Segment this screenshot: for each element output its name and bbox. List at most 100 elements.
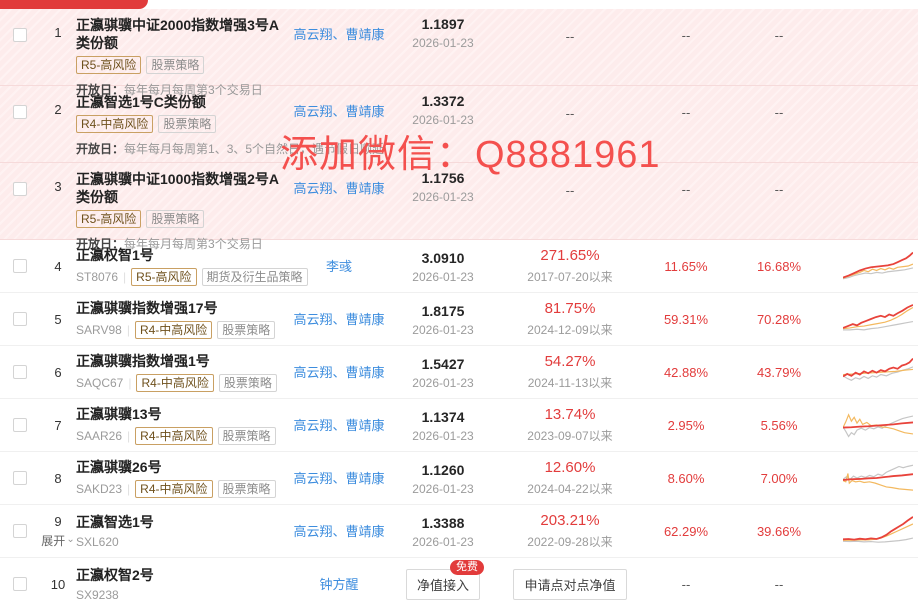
row-checkbox[interactable]: [13, 577, 27, 591]
fund-name-link[interactable]: 正瀛智选1号C类份额: [76, 94, 206, 110]
performance-sparkline: [843, 515, 913, 547]
checkbox-cell: [0, 505, 40, 557]
manager-link[interactable]: 高云翔、曹靖康: [293, 417, 385, 433]
fund-code: SAAR26: [76, 429, 123, 443]
total-return-value: 12.60%: [544, 459, 596, 476]
fund-cell: 正瀛智选1号 SXL620 |: [76, 505, 291, 557]
return-b-cell: --: [731, 163, 827, 239]
checkbox-cell: [0, 86, 40, 162]
free-badge: 免费: [450, 559, 484, 575]
fund-name-link[interactable]: 正瀛权智2号: [76, 567, 154, 583]
return-a-cell: 2.95%: [641, 399, 731, 451]
manager-link[interactable]: 高云翔、曹靖康: [293, 104, 385, 119]
return-a-value: 2.95%: [667, 417, 705, 433]
return-a-value: 11.65%: [664, 258, 708, 274]
row-index: 3: [54, 179, 62, 194]
total-return-cell: 54.27% 2024-11-13以来: [499, 346, 641, 398]
tag-line: SAAR26 | R4-中高风险 股票策略: [76, 427, 276, 445]
return-b-cell: --: [731, 558, 827, 602]
index-cell: 7 ⌄: [40, 399, 76, 451]
total-return-value: 13.74%: [544, 406, 596, 423]
manager-cell: 李彧: [291, 240, 387, 292]
row-checkbox[interactable]: [13, 418, 27, 432]
nav-date: 2026-01-23: [412, 269, 474, 284]
nav-date: 2026-01-23: [412, 428, 474, 443]
risk-tag: R4-中高风险: [135, 427, 213, 445]
fund-name-link[interactable]: 正瀛骐骥指数增强17号: [76, 300, 218, 316]
manager-cell: 高云翔、曹靖康: [291, 399, 387, 451]
manager-link[interactable]: 高云翔、曹靖康: [293, 470, 385, 486]
total-return-value: 271.65%: [540, 247, 600, 264]
manager-link[interactable]: 高云翔、曹靖康: [293, 311, 385, 327]
nav-cell: 1.1374 2026-01-23: [387, 399, 499, 451]
strategy-tag: 股票策略: [217, 321, 276, 339]
risk-tag: R5-高风险: [76, 210, 142, 228]
nav-value: 1.1374: [421, 408, 465, 425]
checkbox-cell: [0, 293, 40, 345]
fund-name-link[interactable]: 正瀛骐骥中证1000指数增强2号A类份额: [76, 171, 280, 205]
total-return-cell: 271.65% 2017-07-20以来: [499, 240, 641, 292]
manager-link[interactable]: 高云翔、曹靖康: [293, 364, 385, 380]
table-row: 4 ⌄ 正瀛权智1号 ST8076 | R5-高风险 期货及衍生品策略 李彧 3…: [0, 240, 918, 293]
total-return-since: 2024-11-13以来: [527, 376, 613, 390]
total-return-cell: --: [499, 9, 641, 85]
manager-link[interactable]: 高云翔、曹靖康: [293, 27, 385, 42]
total-return-since: 2017-07-20以来: [527, 270, 613, 284]
table-row: 8 ⌄ 正瀛骐骥26号 SAKD23 | R4-中高风险 股票策略 高云翔、曹靖…: [0, 452, 918, 505]
sparkline-cell: [827, 163, 918, 239]
manager-link[interactable]: 钟方醒: [319, 576, 359, 592]
nav-date: 2026-01-23: [412, 36, 474, 50]
row-checkbox[interactable]: [13, 365, 27, 379]
index-cell: 10 ⌄: [40, 558, 76, 602]
return-a-cell: 62.29%: [641, 505, 731, 557]
checkbox-cell: [0, 9, 40, 85]
fund-name-link[interactable]: 正瀛骐骥中证2000指数增强3号A类份额: [76, 17, 280, 51]
manager-cell: 高云翔、曹靖康: [291, 163, 387, 239]
table-row: 5 ⌄ 正瀛骐骥指数增强17号 SARV98 | R4-中高风险 股票策略 高云…: [0, 293, 918, 346]
fund-table-body: 1 ⌄ 正瀛骐骥中证2000指数增强3号A类份额 | R5-高风险 股票策略 开…: [0, 9, 918, 602]
fund-cell: 正瀛骐骥13号 SAAR26 | R4-中高风险 股票策略: [76, 399, 291, 451]
sparkline-cell: [827, 9, 918, 85]
open-day-label: 开放日：: [76, 142, 125, 156]
strategy-tag: 股票策略: [217, 427, 276, 445]
nav-access-wrap: 免费 净值接入: [405, 559, 484, 600]
open-day-line: 开放日：每年每月每周第3个交易日: [76, 81, 263, 98]
nav-date: 2026-01-23: [412, 113, 474, 127]
return-a-value: --: [681, 105, 691, 120]
row-checkbox[interactable]: [13, 28, 27, 42]
return-b-cell: 7.00%: [731, 452, 827, 504]
manager-link[interactable]: 高云翔、曹靖康: [293, 523, 385, 539]
open-day-value: 每年每月每周第1、3、5个自然日，遇节假日顺延: [124, 142, 385, 156]
fund-name-link[interactable]: 正瀛骐骥指数增强1号: [76, 353, 210, 369]
row-checkbox[interactable]: [13, 182, 27, 196]
row-checkbox[interactable]: [13, 259, 27, 273]
fund-name-link[interactable]: 正瀛权智1号: [76, 247, 154, 263]
p2p-nav-request-button[interactable]: 申请点对点净值: [513, 568, 627, 600]
total-return-value: 203.21%: [540, 512, 600, 529]
return-a-cell: --: [641, 558, 731, 602]
return-b-value: --: [774, 105, 784, 120]
row-checkbox[interactable]: [13, 524, 27, 538]
fund-cell: 正瀛骐骥指数增强17号 SARV98 | R4-中高风险 股票策略: [76, 293, 291, 345]
manager-link[interactable]: 李彧: [325, 258, 352, 274]
return-a-value: 42.88%: [663, 364, 709, 380]
fund-name-link[interactable]: 正瀛骐骥26号: [76, 459, 162, 475]
return-b-cell: 70.28%: [731, 293, 827, 345]
row-index: 5: [54, 311, 62, 327]
manager-link[interactable]: 高云翔、曹靖康: [293, 181, 385, 196]
row-checkbox[interactable]: [13, 312, 27, 326]
return-b-cell: 16.68%: [731, 240, 827, 292]
table-row: 10 ⌄ 正瀛权智2号 SX9238 | 钟方醒 免费 净值接入: [0, 558, 918, 602]
return-a-value: 8.60%: [667, 470, 705, 486]
tag-line: | R5-高风险 股票策略: [76, 56, 205, 74]
fund-name-link[interactable]: 正瀛骐骥13号: [76, 406, 162, 422]
nav-cell: 1.3372 2026-01-23: [387, 86, 499, 162]
expand-toggle[interactable]: 展开 ⌄: [41, 532, 74, 549]
row-checkbox[interactable]: [13, 471, 27, 485]
performance-sparkline: [843, 250, 913, 282]
checkbox-cell: [0, 240, 40, 292]
fund-name-link[interactable]: 正瀛智选1号: [76, 514, 154, 530]
open-day-label: 开放日：: [76, 237, 125, 251]
fund-cell: 正瀛权智2号 SX9238 |: [76, 558, 291, 602]
row-checkbox[interactable]: [13, 105, 27, 119]
